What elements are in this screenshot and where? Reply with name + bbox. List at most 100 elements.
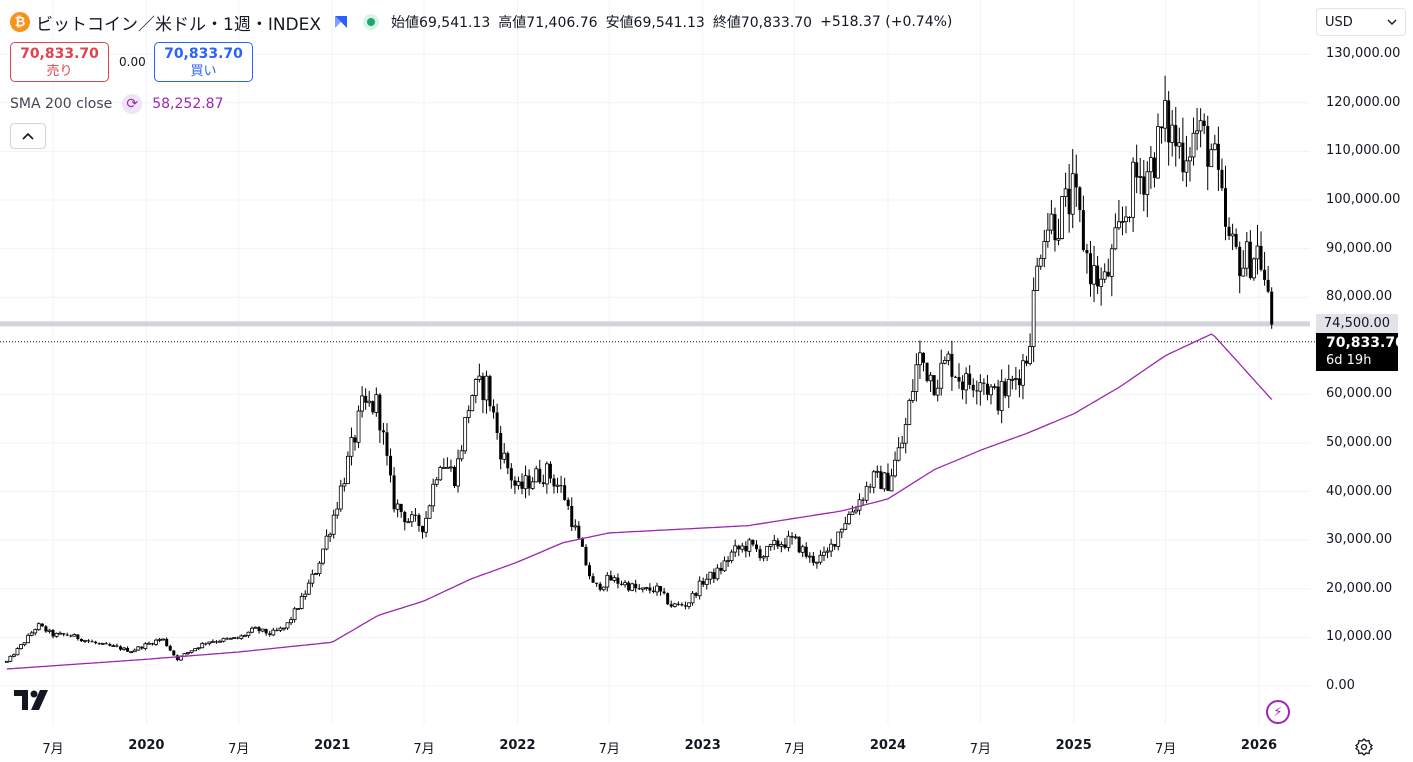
candle-body [15,648,20,656]
candle-body [228,637,233,640]
candle-body [1216,143,1220,170]
candle-body [783,544,787,548]
sell-button[interactable]: 70,833.70 売り [10,42,109,82]
candle-body [421,525,425,533]
candle-body [1220,169,1224,189]
candle-body [1138,176,1143,178]
candle-body [1227,226,1231,236]
candle-body [541,482,545,485]
symbol-title[interactable]: ビットコイン／米ドル・1週・INDEX [36,14,322,35]
market-status-icon[interactable] [363,14,380,30]
buy-button[interactable]: 70,833.70 買い [154,42,253,82]
collapse-button[interactable] [10,123,46,149]
candle-body [1266,279,1270,292]
candle-body [807,555,812,558]
candle-body [1035,265,1040,291]
candle-body [19,644,23,650]
candle-body [829,543,834,552]
x-tick-label: 7月 [598,742,620,757]
candle-body [918,352,922,366]
candle-body [33,629,38,634]
candle-body [1078,187,1082,211]
candle-body [630,583,635,591]
candle-body [1060,196,1064,239]
y-tick-label: 90,000.00 [1326,240,1393,256]
candle-body [449,466,453,469]
candle-body [1013,378,1018,380]
sma-200-line [6,333,1273,670]
candle-body [999,380,1004,411]
sma-value: 58,252.87 [152,96,224,112]
candle-body [953,376,957,378]
candle-body [527,475,531,489]
candle-body [719,568,723,571]
lightning-icon[interactable]: ⚡ [1266,700,1290,724]
candle-body [1025,360,1029,364]
candle-body [690,592,695,604]
candle-body [708,571,713,580]
candle-body [932,375,936,396]
candle-body [971,384,975,391]
candle-body [790,536,794,538]
candle-body [1198,120,1203,132]
candle-body [776,540,780,547]
candle-body [1045,229,1050,242]
tradingview-logo[interactable] [14,690,54,712]
candle-body [260,628,265,632]
candle-body [466,410,471,418]
candle-body [843,523,848,530]
candle-body [1270,291,1274,325]
candle-body [935,387,940,396]
candle-body [275,630,279,632]
candle-body [296,608,301,610]
sma-legend[interactable]: SMA 200 close ⟳ 58,252.87 [10,94,224,114]
x-tick-label: 2025 [1055,738,1092,753]
candle-body [996,386,1000,411]
candle-body [499,432,503,460]
flag-icon[interactable] [333,15,349,29]
grid-lines [0,0,1310,725]
candle-body [445,466,450,469]
gear-icon[interactable] [1355,738,1373,756]
candle-body [54,632,59,637]
candle-body [1188,156,1192,162]
candle-body [871,471,876,488]
refresh-icon[interactable]: ⟳ [122,94,143,114]
y-tick-label: 100,000.00 [1326,192,1401,207]
candle-body [271,629,276,636]
x-tick-label: 2023 [684,738,721,753]
candle-body [129,651,134,654]
candle-body [552,478,556,487]
x-tick-label: 2024 [869,738,907,753]
y-tick-label: 10,000.00 [1326,629,1393,645]
candle-body [1195,130,1199,134]
bar-countdown: 6d 19h [1326,352,1372,368]
candle-body [364,395,368,403]
candle-body [356,410,361,443]
candle-body [704,578,709,586]
candle-body [914,364,919,392]
candle-body [538,468,542,483]
currency-dropdown[interactable]: USD [1316,8,1406,36]
candle-body [317,562,322,574]
candle-body [992,386,997,389]
candle-body [740,545,745,550]
candle-body [580,538,584,547]
candle-body [1063,188,1068,197]
candle-body [409,514,414,523]
candle-body [189,650,194,653]
hline-price-tag: 74,500.00 [1316,313,1398,334]
candle-body [570,506,574,527]
candle-body [40,623,44,627]
candle-body [1049,213,1054,231]
candle-body [566,499,570,507]
x-tick-label: 2021 [314,738,351,753]
buy-price: 70,833.70 [164,46,243,62]
candle-body [1244,241,1249,269]
candle-body [648,587,652,591]
candle-body [612,577,617,581]
candle-body [697,580,702,597]
candle-body [619,583,623,585]
candle-body [751,539,755,545]
